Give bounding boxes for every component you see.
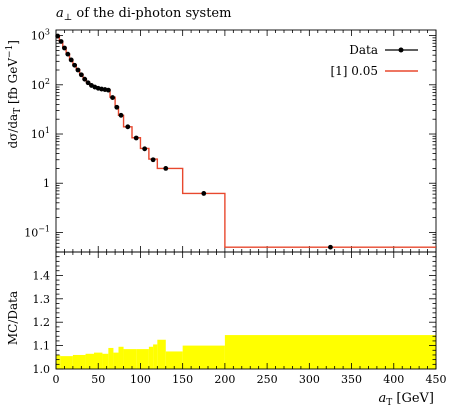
data-point-18 xyxy=(118,112,124,118)
y-axis-label: dσ/daT [fb GeV−1] xyxy=(5,40,23,149)
x-tick-label: 300 xyxy=(299,373,320,386)
y-tick-label-exp: 3 xyxy=(45,28,50,37)
x-tick-label: 450 xyxy=(426,373,447,386)
data-point-2 xyxy=(62,45,67,51)
legend-label-mc: [1] 0.05 xyxy=(330,64,378,78)
ratio-band-bin-7 xyxy=(113,352,119,369)
x-tick-label: 150 xyxy=(172,373,193,386)
ratio-plot-panel: 0 50 100 150 200 250 300 350 400 450 1.0 1.1 1.2 1.3 1… xyxy=(33,251,447,386)
y-tick-label-exp: −1 xyxy=(38,224,50,233)
data-point-16 xyxy=(110,95,115,100)
data-point-22 xyxy=(150,157,156,163)
y-tick-label: 103 xyxy=(31,28,50,43)
y-tick-label-base: 10 xyxy=(24,226,38,239)
data-point-21 xyxy=(142,146,148,152)
y-tick-label: 1 xyxy=(43,177,50,190)
y-tick-label: 101 xyxy=(31,126,50,141)
x-tick-label: 350 xyxy=(341,373,362,386)
y-tick-label: 10−1 xyxy=(24,224,50,239)
data-point-5 xyxy=(72,62,77,68)
ratio-band-bin-2 xyxy=(72,354,86,369)
y-tick-label-base: 10 xyxy=(31,79,45,92)
ratio-y-tick-label: 1.1 xyxy=(33,340,51,353)
x-tick-label: 0 xyxy=(53,373,60,386)
data-point-4 xyxy=(68,57,74,63)
data-point-0 xyxy=(55,33,61,39)
data-point-25 xyxy=(328,244,333,250)
ratio-y-tick-label: 1.3 xyxy=(33,293,51,306)
y-tick-label: 102 xyxy=(31,77,50,92)
legend-label-data: Data xyxy=(349,43,378,57)
data-point-1 xyxy=(58,39,64,44)
ratio-band-bin-13 xyxy=(157,339,166,369)
y-tick-label-base: 10 xyxy=(31,30,45,43)
ratio-band-bin-0 xyxy=(56,354,61,369)
main-plot-frame xyxy=(55,29,437,253)
ratio-band-bin-12 xyxy=(153,344,158,369)
ratio-band-bin-1 xyxy=(60,356,73,369)
ratio-band-bin-10 xyxy=(136,349,149,369)
ratio-y-tick-label: 1.0 xyxy=(33,363,51,376)
ratio-band-bin-14 xyxy=(165,351,183,369)
ratio-band-bin-11 xyxy=(148,346,154,369)
ratio-y-tick-label: 1.2 xyxy=(33,316,51,329)
legend-marker-data xyxy=(398,47,404,53)
data-point-23 xyxy=(163,166,169,171)
x-tick-label: 250 xyxy=(257,373,278,386)
ratio-y-tick-label: 1.4 xyxy=(33,269,51,282)
chart-title: a⊥ of the di-photon system xyxy=(56,6,231,23)
data-point-9 xyxy=(85,80,91,86)
ratio-y-axis-label: MC/Data xyxy=(6,291,20,345)
x-tick-label: 100 xyxy=(130,373,151,386)
ratio-band-bin-6 xyxy=(108,347,114,369)
ratio-band-bin-8 xyxy=(118,346,124,369)
x-tick-label: 50 xyxy=(91,373,105,386)
data-point-8 xyxy=(82,76,88,82)
y-tick-label-base: 1 xyxy=(43,177,50,190)
mc-histogram-line xyxy=(56,34,436,248)
data-point-17 xyxy=(114,104,120,110)
data-point-7 xyxy=(78,72,84,78)
data-point-3 xyxy=(65,51,71,57)
x-axis-label: aT [GeV] xyxy=(378,391,434,407)
x-tick-label: 200 xyxy=(214,373,235,386)
ratio-band-bin-4 xyxy=(94,352,103,369)
ratio-band-bin-5 xyxy=(102,353,109,369)
y-tick-label-exp: 2 xyxy=(45,77,50,86)
data-point-24 xyxy=(201,191,207,196)
y-tick-label-exp: 1 xyxy=(45,126,50,135)
data-point-15 xyxy=(105,87,111,93)
data-point-6 xyxy=(75,67,81,73)
ratio-band-bin-9 xyxy=(123,349,137,369)
ratio-band-bin-15 xyxy=(182,345,225,369)
ratio-band-bin-16 xyxy=(224,335,436,369)
y-tick-label-base: 10 xyxy=(31,128,45,141)
data-point-19 xyxy=(125,124,131,130)
data-point-20 xyxy=(133,135,139,141)
ratio-plot-frame xyxy=(55,251,437,370)
ratio-band-bin-3 xyxy=(85,353,94,369)
x-tick-label: 400 xyxy=(383,373,404,386)
